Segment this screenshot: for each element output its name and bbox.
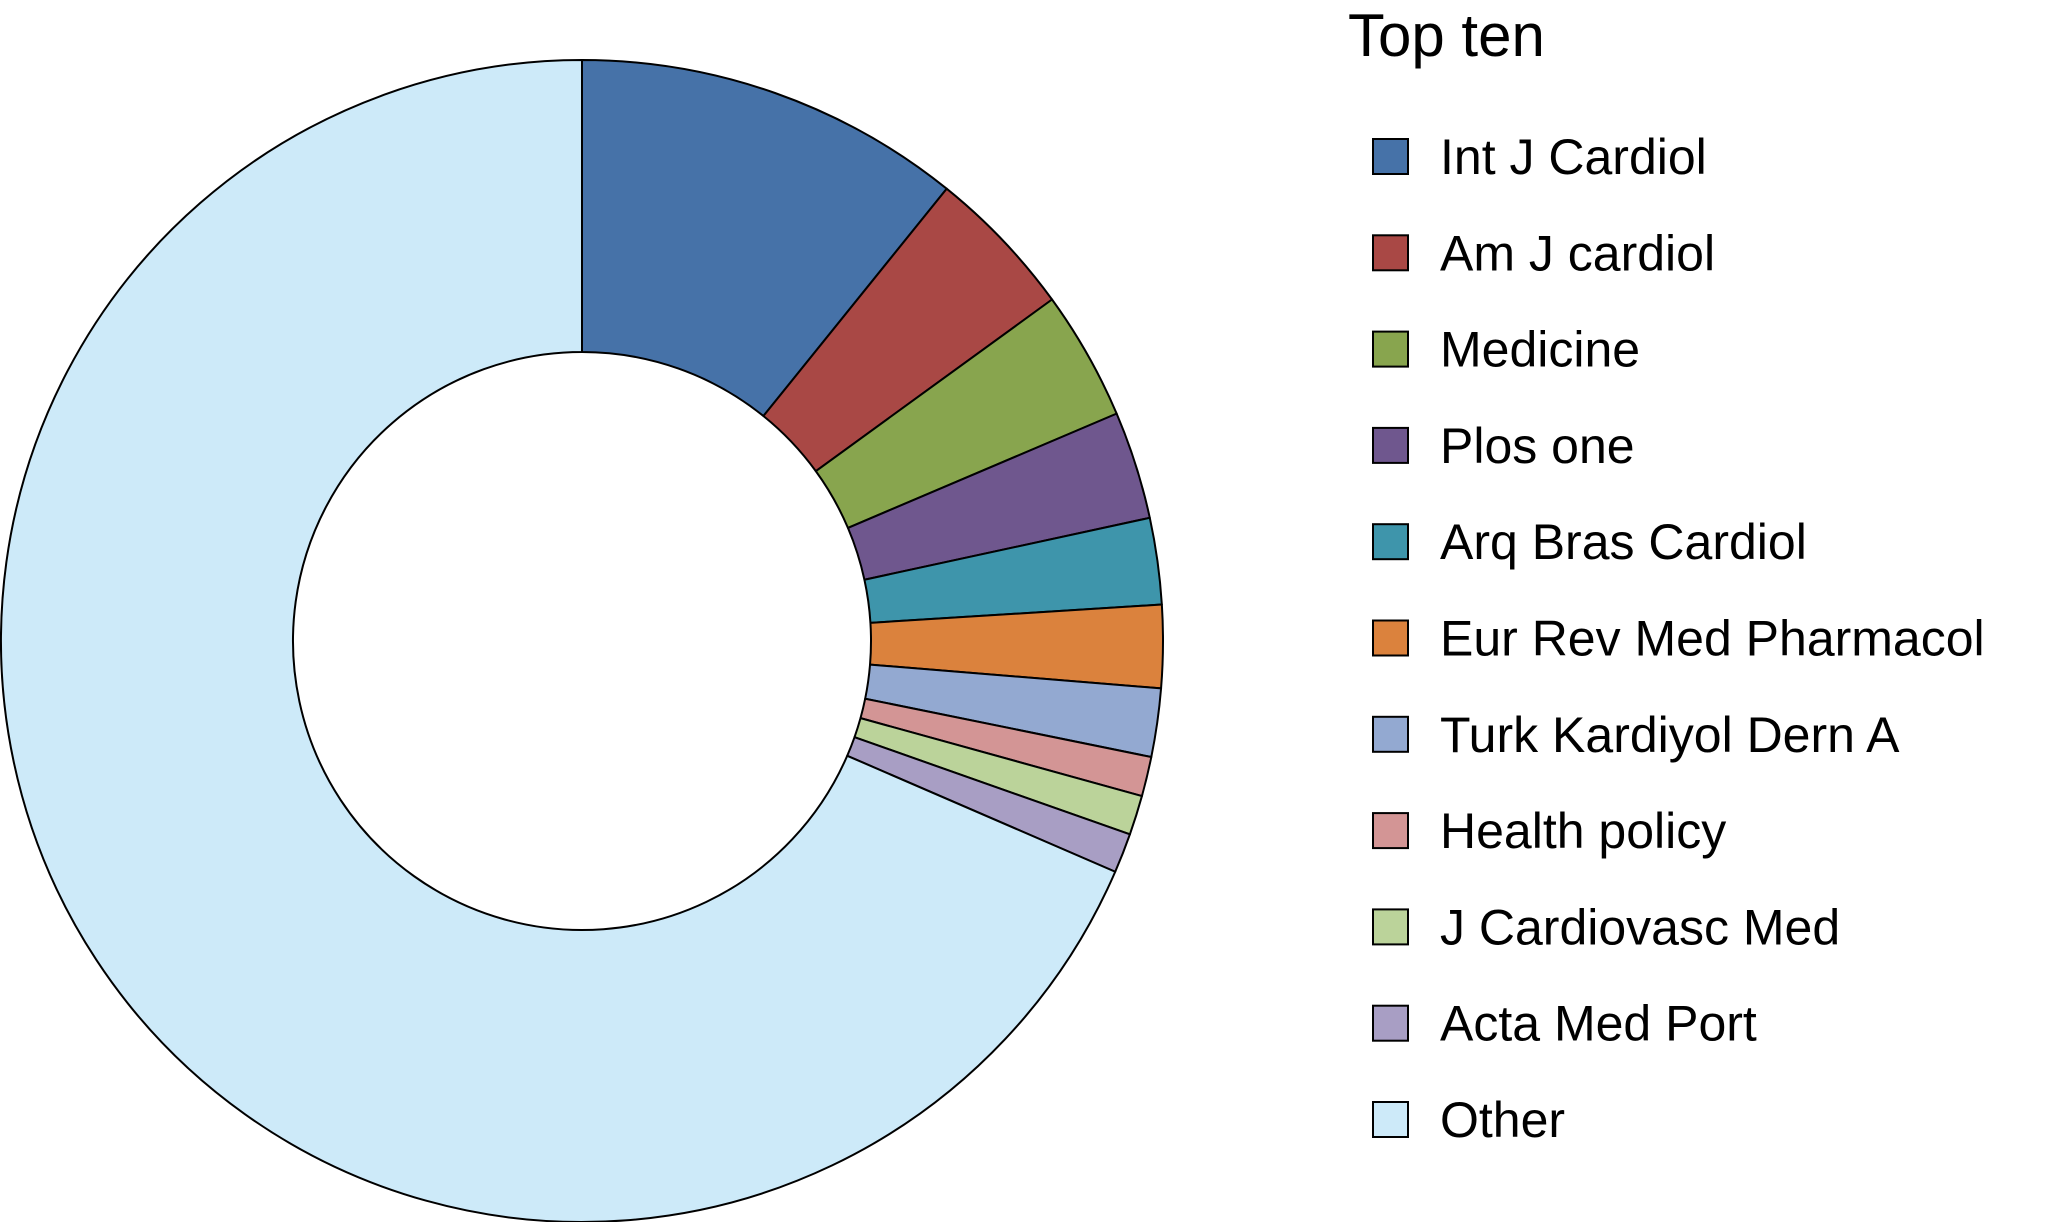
- legend-label-arq-bras-cardiol: Arq Bras Cardiol: [1440, 514, 1807, 570]
- legend-label-am-j-cardiol: Am J cardiol: [1440, 225, 1715, 281]
- legend-label-other: Other: [1440, 1092, 1565, 1148]
- legend-label-turk-kardiyol-dern-a: Turk Kardiyol Dern A: [1440, 707, 1900, 763]
- donut-slices: [0, 59, 1164, 1222]
- legend-swatch-other: [1372, 1101, 1409, 1138]
- legend-swatch-j-cardiovasc-med: [1372, 908, 1409, 946]
- legend-swatch-arq-bras-cardiol: [1372, 523, 1409, 561]
- legend-swatch-medicine: [1372, 330, 1409, 368]
- legend-label-j-cardiovasc-med: J Cardiovasc Med: [1440, 899, 1840, 955]
- legend-swatch-turk-kardiyol-dern-a: [1372, 715, 1409, 753]
- legend-swatch-acta-med-port: [1372, 1004, 1409, 1042]
- legend-label-medicine: Medicine: [1440, 322, 1640, 378]
- legend-title: Top ten: [1348, 2, 1545, 69]
- slice-int-j-cardiol: [581, 59, 948, 418]
- legend-swatch-int-j-cardiol: [1372, 138, 1409, 175]
- legend-items: Int J Cardiol Am J cardiol Medicine Plos on…: [1372, 129, 1985, 1148]
- legend: Top ten Int J Cardiol Am J cardiol Medicin…: [1348, 2, 1985, 1148]
- legend-label-eur-rev-med-pharmacol: Eur Rev Med Pharmacol: [1440, 611, 1985, 667]
- legend-label-health-policy: Health policy: [1440, 803, 1726, 859]
- legend-swatch-health-policy: [1372, 812, 1409, 850]
- legend-swatch-plos-one: [1372, 426, 1409, 464]
- legend-label-int-j-cardiol: Int J Cardiol: [1440, 129, 1707, 185]
- legend-label-acta-med-port: Acta Med Port: [1440, 996, 1757, 1052]
- legend-swatch-am-j-cardiol: [1372, 234, 1409, 272]
- slice-other: [0, 59, 1117, 1222]
- legend-label-plos-one: Plos one: [1440, 418, 1635, 474]
- legend-swatch-eur-rev-med-pharmacol: [1372, 619, 1409, 657]
